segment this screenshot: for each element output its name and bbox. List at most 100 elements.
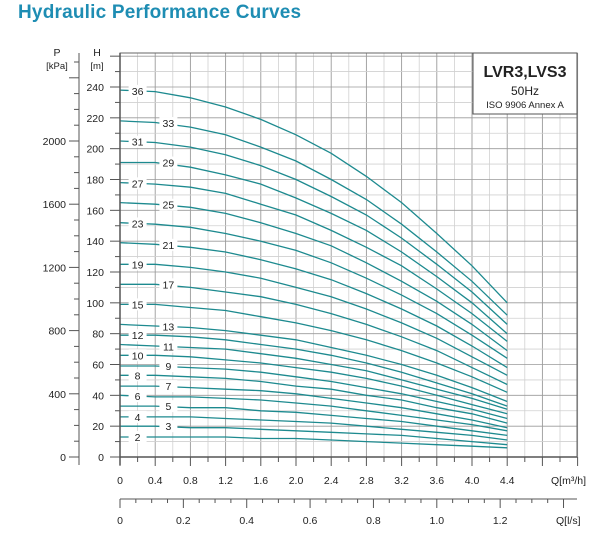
q-axis-label: Q[m³/h]: [551, 475, 586, 487]
q-ls-axis-label: Q[l/s]: [556, 515, 581, 527]
curve-label-bg: [128, 217, 147, 230]
q-tick-label: 3.6: [429, 475, 444, 487]
curve-label: 31: [132, 137, 144, 149]
curve-stages-2: [120, 436, 508, 449]
curve-label: 15: [132, 299, 144, 311]
curve-stages-3: [120, 425, 508, 446]
curve-stages-33: [119, 120, 508, 316]
curve-stages-19: [120, 263, 508, 376]
q-ls-tick-label: 0.6: [303, 515, 318, 527]
curve-label-bg: [128, 135, 147, 148]
page-title: Hydraulic Performance Curves: [18, 2, 302, 23]
curve-label: 33: [163, 118, 175, 130]
legend-box: LVR3,LVS3 50Hz ISO 9906 Annex A: [472, 52, 578, 115]
curve-stages-23: [119, 222, 508, 359]
h-tick-label: 140: [86, 236, 104, 248]
curve-stages-6: [119, 394, 508, 432]
curve-label-bg: [159, 278, 178, 291]
curve-label-bg: [128, 349, 147, 362]
q-tick-label: 1.6: [253, 475, 268, 487]
curve-stages-21: [119, 242, 508, 369]
curve-stages-11: [119, 343, 508, 410]
curve-label-bg: [128, 329, 147, 342]
q-tick-label: 4.0: [465, 475, 480, 487]
h-tick-label: 100: [86, 298, 104, 310]
q-ls-tick-label: 0.8: [366, 515, 381, 527]
curve-label-bg: [128, 177, 147, 190]
curve-label: 8: [135, 370, 141, 382]
p-tick-label: 1600: [43, 199, 67, 211]
curve-label-bg: [159, 198, 178, 211]
curve-stages-27: [119, 181, 508, 342]
legend-model: LVR3,LVS3: [484, 64, 567, 81]
h-tick-label: 60: [92, 360, 104, 372]
legend-standard: ISO 9906 Annex A: [486, 100, 564, 111]
curve-stages-12: [120, 334, 508, 407]
curve-label-bg: [159, 380, 178, 393]
curve-label: 12: [132, 330, 144, 342]
curve-label: 4: [135, 412, 141, 424]
curve-label-bg: [159, 340, 178, 353]
curve-stages-31: [119, 140, 508, 325]
h-tick-label: 120: [86, 267, 104, 279]
h-tick-label: 40: [92, 390, 104, 402]
q-ls-tick-label: 0: [117, 515, 123, 527]
h-tick-label: 80: [92, 329, 104, 341]
curve-label-bg: [128, 390, 147, 403]
h-tick-label: 240: [86, 82, 104, 94]
curve-label: 3: [165, 421, 171, 433]
axes: 0204060801001201401601802002202400400800…: [43, 47, 586, 527]
curve-label: 9: [165, 361, 171, 373]
curve-label-bg: [159, 360, 178, 373]
curve-label: 13: [163, 322, 175, 334]
curve-stages-7: [120, 385, 508, 429]
legend-frequency: 50Hz: [511, 84, 539, 98]
h-tick-label: 0: [98, 452, 104, 464]
curve-label-bg: [159, 117, 178, 130]
curve-label: 7: [165, 381, 171, 393]
p-tick-label: 1200: [43, 262, 67, 274]
curve-stages-25: [119, 201, 508, 352]
h-axis-unit: [m]: [90, 61, 103, 72]
q-tick-label: 1.2: [218, 475, 233, 487]
h-axis-name: H: [93, 47, 101, 59]
curve-label: 36: [132, 86, 144, 98]
curve-stages-4: [120, 416, 508, 441]
q-tick-label: 0: [117, 475, 123, 487]
curve-label: 6: [135, 391, 141, 403]
q-tick-label: 2.8: [359, 475, 374, 487]
h-tick-label: 200: [86, 144, 104, 156]
p-tick-label: 800: [48, 326, 66, 338]
curve-stages-17: [120, 283, 508, 386]
curve-label: 21: [163, 240, 175, 252]
curve-stages-10: [120, 354, 508, 415]
curve-label-bg: [128, 430, 147, 443]
curve-stages-29: [120, 161, 508, 335]
curve-stages-9: [120, 365, 508, 420]
q-ls-tick-label: 1.2: [493, 515, 508, 527]
curve-stages-13: [119, 323, 508, 403]
q-tick-label: 2.0: [289, 475, 304, 487]
q-tick-label: 4.4: [500, 475, 515, 487]
p-tick-label: 400: [48, 389, 66, 401]
p-axis-unit: [kPa]: [46, 61, 68, 72]
h-tick-label: 180: [86, 175, 104, 187]
curve-label-bg: [128, 258, 147, 271]
q-ls-tick-label: 0.2: [176, 515, 191, 527]
h-tick-label: 160: [86, 205, 104, 217]
curve-label: 27: [132, 178, 144, 190]
curve-label: 2: [135, 432, 141, 444]
q-tick-label: 0.8: [183, 475, 198, 487]
curve-label: 11: [163, 342, 174, 354]
curve-label-bg: [128, 410, 147, 423]
q-tick-label: 0.4: [148, 475, 163, 487]
h-tick-label: 220: [86, 113, 104, 125]
grid: [119, 52, 579, 458]
curve-stages-8: [120, 374, 508, 424]
curve-stages-15: [120, 303, 508, 393]
curve-label-bg: [128, 84, 147, 97]
q-ls-tick-label: 0.4: [239, 515, 254, 527]
curve-label: 17: [163, 279, 175, 291]
